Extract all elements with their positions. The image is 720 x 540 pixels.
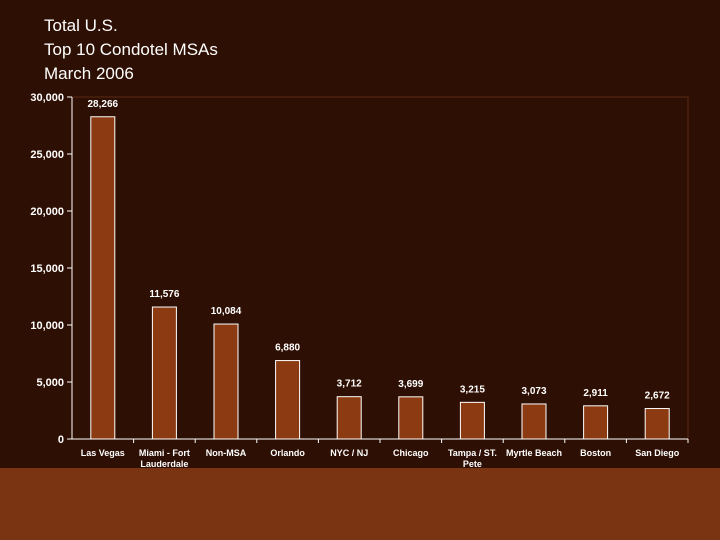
y-tick-label: 15,000	[30, 263, 64, 275]
bar	[151, 306, 177, 440]
category-label: Chicago	[393, 448, 429, 458]
footer-band	[0, 468, 720, 540]
y-tick-label: 10,000	[30, 320, 64, 332]
data-label: 3,712	[337, 379, 362, 390]
data-label: 3,699	[398, 379, 423, 390]
category-label: San Diego	[635, 448, 680, 458]
y-tick-label: 5,000	[36, 377, 64, 389]
category-label: Pete	[463, 459, 482, 469]
category-label: NYC / NJ	[330, 448, 368, 458]
y-tick-label: 25,000	[30, 149, 64, 161]
data-label: 2,672	[645, 391, 670, 402]
category-label: Las Vegas	[81, 448, 125, 458]
y-tick-label: 0	[58, 434, 64, 446]
data-label: 2,911	[583, 388, 608, 399]
bar	[521, 403, 547, 440]
category-label: Lauderdale	[140, 459, 188, 469]
title-line-2: Top 10 Condotel MSAs	[44, 40, 218, 59]
data-label: 3,215	[460, 384, 485, 395]
category-label: Tampa / ST.	[448, 448, 497, 458]
chart-title: Total U.S. Top 10 Condotel MSAs March 20…	[44, 14, 218, 86]
title-line-3: March 2006	[44, 64, 134, 83]
title-line-1: Total U.S.	[44, 16, 118, 35]
category-label: Myrtle Beach	[506, 448, 562, 458]
category-label: Miami - Fort	[139, 448, 190, 458]
data-label: 11,576	[149, 289, 179, 300]
data-label: 6,880	[275, 343, 300, 354]
y-tick-label: 20,000	[30, 206, 64, 218]
bar	[583, 405, 609, 440]
data-label: 10,084	[211, 306, 242, 317]
category-label: Boston	[580, 448, 611, 458]
bar	[90, 116, 116, 440]
bar	[459, 401, 485, 440]
bar	[644, 408, 670, 440]
bar	[275, 360, 301, 440]
category-label: Non-MSA	[206, 448, 247, 458]
bar	[398, 396, 424, 440]
y-tick-label: 30,000	[30, 92, 64, 104]
data-label: 28,266	[88, 99, 119, 110]
data-label: 3,073	[521, 386, 546, 397]
bar	[213, 323, 239, 440]
category-label: Orlando	[270, 448, 305, 458]
bar	[336, 396, 362, 440]
